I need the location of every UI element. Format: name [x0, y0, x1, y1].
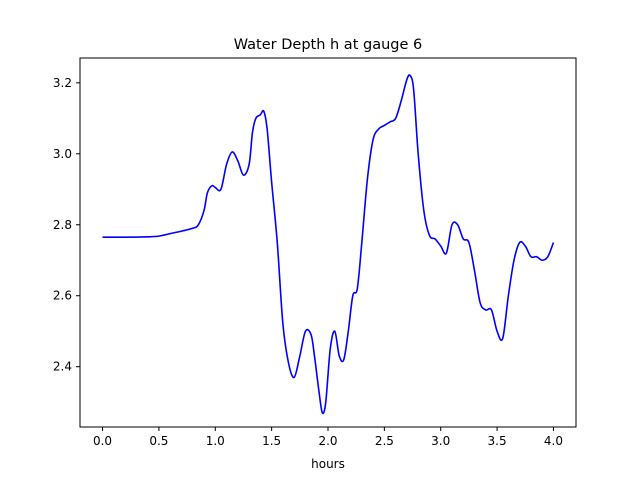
y-tick-label: 2.4: [53, 360, 72, 374]
x-axis-label: hours: [311, 457, 345, 471]
x-tick-label: 0.5: [149, 434, 168, 448]
x-tick-label: 1.0: [206, 434, 225, 448]
chart-title: Water Depth h at gauge 6: [234, 37, 422, 53]
x-tick-label: 1.5: [262, 434, 281, 448]
y-tick-label: 3.2: [53, 76, 72, 90]
x-tick-label: 0.0: [93, 434, 112, 448]
plot-area: [102, 74, 555, 415]
x-axis: 0.0 0.5 1.0 1.5 2.0 2.5 3.0 3.5 4.0: [93, 427, 563, 448]
x-tick-label: 3.5: [488, 434, 507, 448]
y-tick-label: 2.6: [53, 289, 72, 303]
y-tick-label: 2.8: [53, 218, 72, 232]
y-axis: 2.4 2.6 2.8 3.0 3.2: [53, 76, 80, 374]
x-tick-label: 4.0: [544, 434, 563, 448]
y-tick-label: 3.0: [53, 147, 72, 161]
x-tick-label: 2.0: [318, 434, 337, 448]
x-tick-label: 3.0: [431, 434, 450, 448]
x-tick-label: 2.5: [375, 434, 394, 448]
series-line-0: [102, 74, 555, 415]
